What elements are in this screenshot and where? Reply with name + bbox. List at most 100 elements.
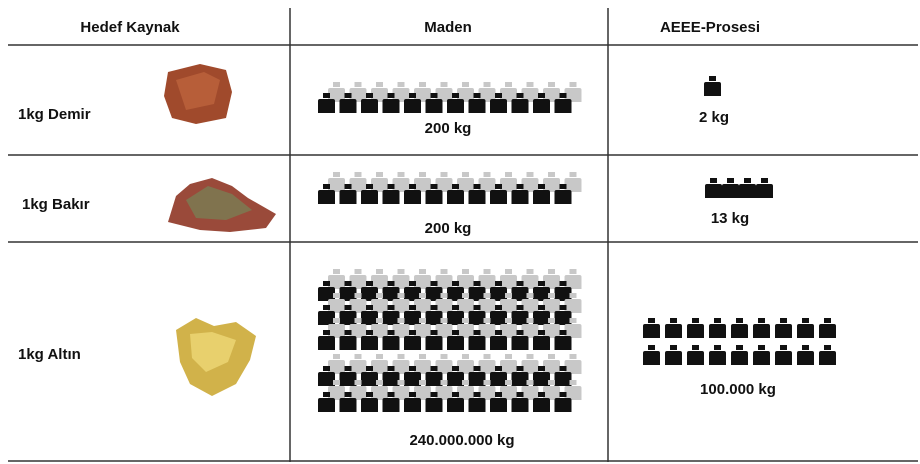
weight-icon: [543, 293, 560, 313]
iron-ore-highlight: [176, 72, 220, 110]
weight-icon: [328, 318, 345, 338]
weight-icon: [328, 269, 345, 289]
weight-icon: [490, 330, 507, 350]
weight-icon: [382, 392, 400, 412]
weight-icon: [468, 93, 486, 113]
weight-icon: [457, 172, 474, 192]
weight-icon: [361, 392, 378, 412]
weight-icon: [425, 392, 443, 412]
weight-icon: [521, 380, 539, 400]
weight-icon: [457, 293, 474, 313]
weight-icon: [318, 330, 335, 350]
weight-icon: [371, 354, 388, 374]
weight-icon: [457, 269, 474, 289]
weight-icon: [339, 366, 357, 386]
weight-icon: [511, 330, 529, 350]
weight-icon: [371, 172, 388, 192]
weight-icon: [468, 281, 486, 301]
weight-icon: [382, 184, 400, 204]
weight-icon: [722, 178, 739, 198]
weight-icon: [457, 354, 474, 374]
weight-icon: [533, 392, 550, 412]
weight-icon: [554, 184, 572, 204]
weight-icon: [554, 392, 572, 412]
weight-icon: [533, 281, 550, 301]
weight-icon: [371, 293, 388, 313]
weight-icon: [425, 184, 443, 204]
weight-icon: [318, 281, 335, 301]
weight-icon: [478, 172, 496, 192]
weight-icon: [521, 172, 539, 192]
weight-icon: [797, 318, 814, 338]
weight-icon: [339, 392, 357, 412]
weight-icon: [564, 269, 582, 289]
weight-icon: [328, 172, 345, 192]
weight-icon: [511, 366, 529, 386]
weight-icon: [753, 318, 770, 338]
weee-amount: 2 kg: [699, 109, 729, 126]
weight-icon: [564, 318, 582, 338]
weight-icon: [414, 172, 431, 192]
weight-icon: [521, 293, 539, 313]
weight-icon: [543, 269, 560, 289]
weight-icon: [349, 269, 367, 289]
weight-icon: [382, 305, 400, 325]
weight-icon: [543, 172, 560, 192]
weight-icon: [665, 345, 682, 365]
weight-icon: [361, 93, 378, 113]
weight-icon: [543, 318, 560, 338]
weight-icon: [414, 293, 431, 313]
weight-icon: [500, 293, 517, 313]
weight-icon: [468, 366, 486, 386]
weight-icon: [414, 269, 431, 289]
weight-icon: [361, 305, 378, 325]
weight-icon: [478, 318, 496, 338]
weight-icon: [478, 82, 496, 102]
weight-icon: [819, 345, 836, 365]
weight-icon: [392, 82, 410, 102]
weight-icon: [404, 184, 421, 204]
weight-icon: [328, 82, 345, 102]
weight-icon: [533, 93, 550, 113]
weight-icon: [435, 354, 453, 374]
weight-icon: [665, 318, 682, 338]
weight-icon: [404, 281, 421, 301]
column-header: Hedef Kaynak: [80, 19, 180, 36]
weight-icon: [447, 184, 464, 204]
weight-icon: [404, 392, 421, 412]
weight-icon: [756, 178, 773, 198]
weight-icon: [349, 172, 367, 192]
weight-icon: [704, 76, 721, 96]
weight-icon: [468, 330, 486, 350]
weight-icon: [435, 380, 453, 400]
weight-icon: [371, 318, 388, 338]
copper-ore-highlight: [186, 186, 252, 220]
weight-icon: [554, 305, 572, 325]
weight-icon: [478, 354, 496, 374]
weight-icon: [775, 318, 792, 338]
weight-icon: [468, 305, 486, 325]
weight-icon: [392, 172, 410, 192]
weight-icon: [643, 345, 660, 365]
weight-icon: [554, 281, 572, 301]
weight-icon: [435, 269, 453, 289]
weight-icon: [564, 293, 582, 313]
weight-icon: [797, 345, 814, 365]
weight-icon: [511, 305, 529, 325]
weee-amount: 13 kg: [711, 210, 749, 227]
weight-icon: [564, 354, 582, 374]
weight-icon: [564, 380, 582, 400]
weight-icon: [490, 392, 507, 412]
weight-icon: [414, 380, 431, 400]
mine-amount: 200 kg: [425, 220, 472, 237]
weight-icon: [435, 172, 453, 192]
weight-icon: [339, 281, 357, 301]
mine-amount: 240.000.000 kg: [409, 432, 514, 449]
weight-icon: [349, 318, 367, 338]
weight-icon: [318, 93, 335, 113]
weight-icon: [490, 93, 507, 113]
weight-icon: [478, 380, 496, 400]
weight-icon: [447, 330, 464, 350]
weight-icon: [819, 318, 836, 338]
weight-icon: [318, 392, 335, 412]
